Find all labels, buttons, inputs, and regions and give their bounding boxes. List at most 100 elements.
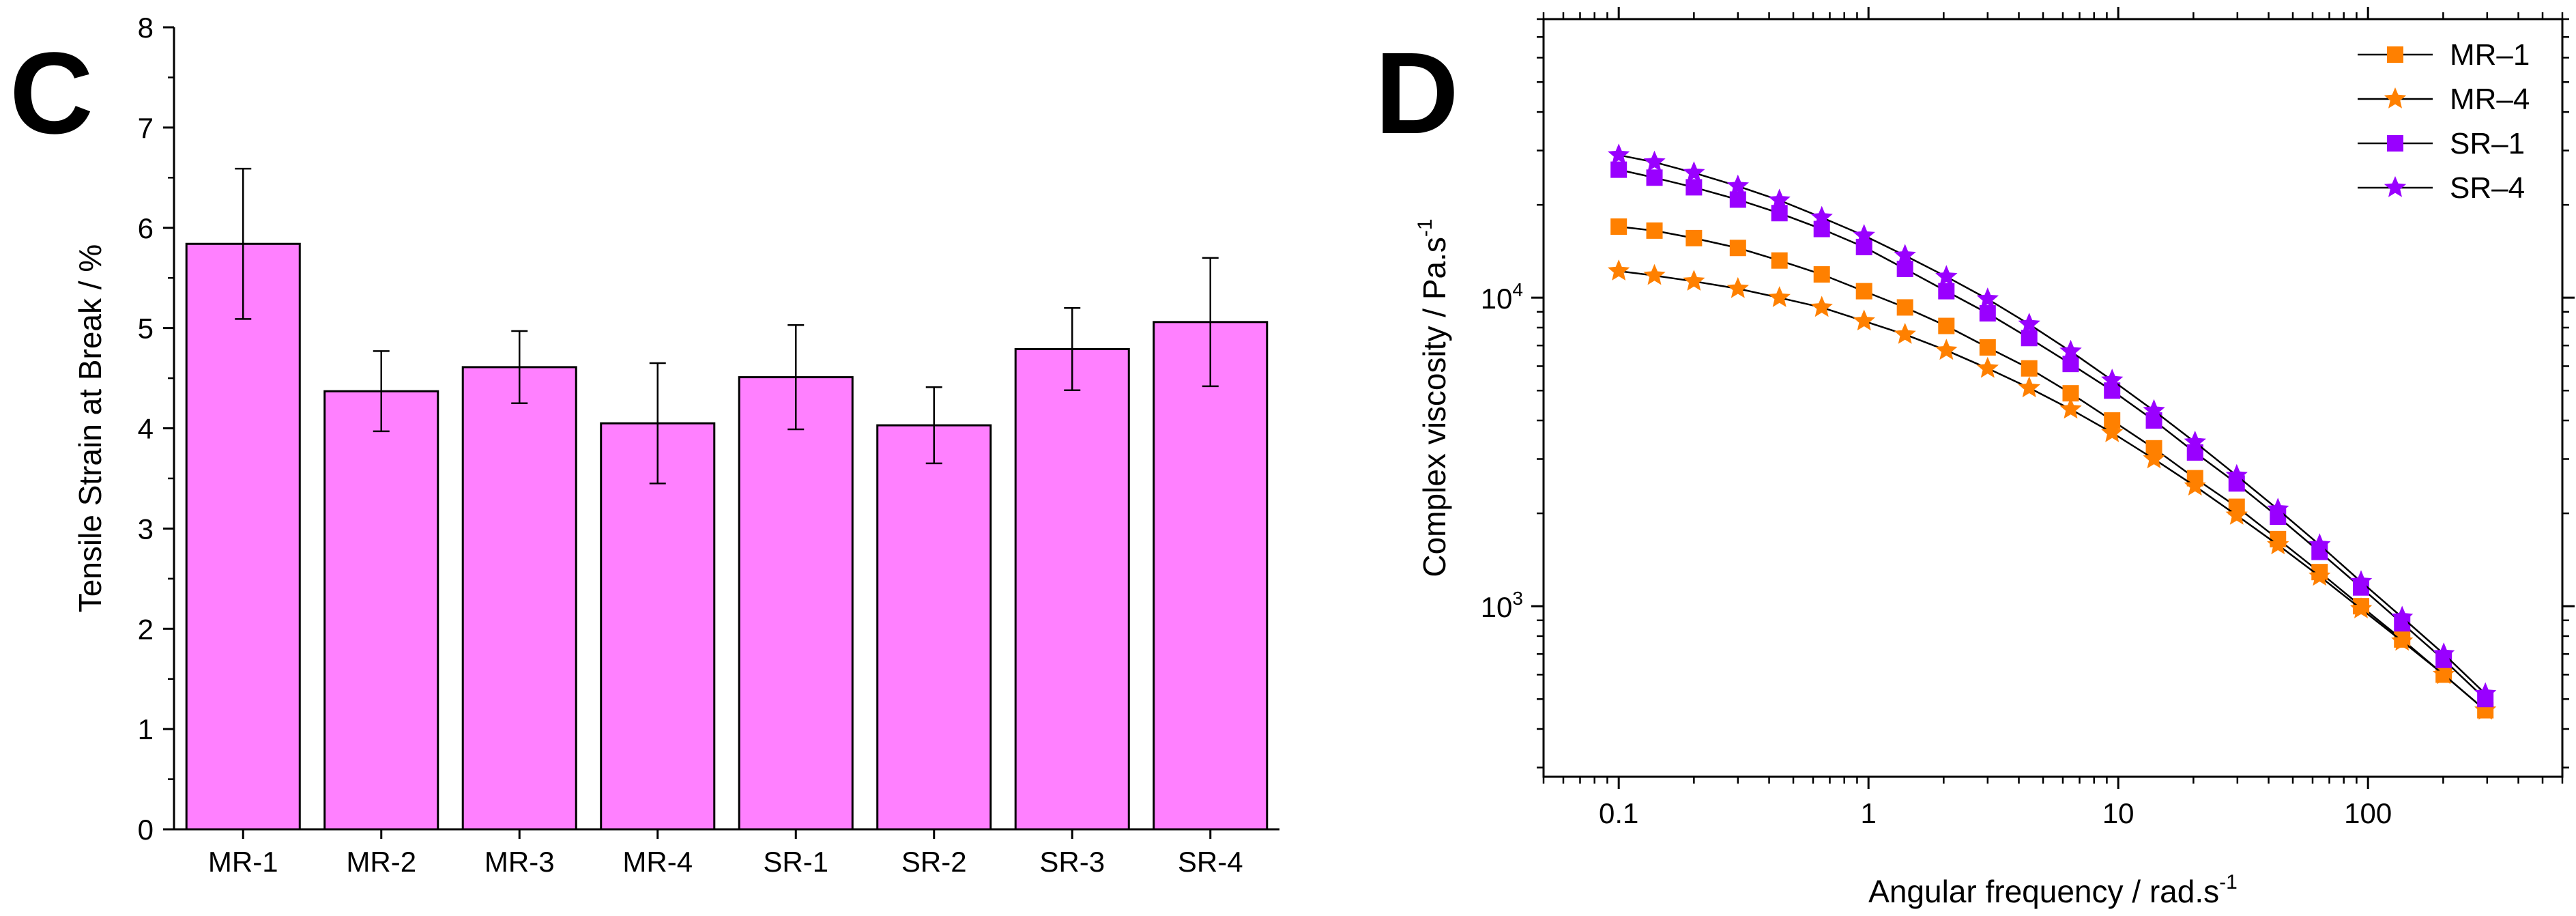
panel-label-c: C	[10, 29, 93, 158]
y-tick-label: 103	[1481, 588, 1523, 623]
bar-sr-1	[738, 376, 854, 831]
y-tick-label: 5	[138, 313, 154, 345]
data-point-star	[2101, 369, 2124, 390]
data-point-star	[1643, 263, 1666, 285]
data-point-star	[2018, 376, 2040, 398]
data-point-square	[1646, 169, 1663, 186]
x-tick-label: SR-3	[1039, 846, 1105, 878]
data-point-star	[1768, 286, 1791, 307]
y-tick-label: 4	[138, 413, 154, 445]
data-point-square	[1771, 252, 1788, 269]
data-point-star	[1608, 259, 1630, 281]
x-tick-label: SR-1	[763, 846, 828, 878]
series-line	[1619, 270, 2487, 711]
data-point-square	[1610, 161, 1627, 178]
data-point-star	[2391, 629, 2414, 651]
data-point-star	[2433, 642, 2455, 663]
data-point-square	[1896, 299, 1913, 316]
data-point-star	[2349, 597, 2373, 618]
x-tick-label: SR-4	[1178, 846, 1243, 878]
y-tick-label-base: 10	[1481, 283, 1513, 315]
data-point-star	[2184, 430, 2206, 452]
x-tick-label: MR-4	[622, 846, 693, 878]
y-tick-label: 3	[138, 513, 154, 545]
y-axis-title-superscript: -1	[1414, 218, 1436, 237]
y-tick-label: 1	[138, 713, 154, 745]
data-point-star	[2309, 564, 2331, 586]
panel-label-d: D	[1375, 29, 1459, 158]
bar-sr-3	[1014, 347, 1130, 831]
data-point-star	[2433, 663, 2455, 685]
data-point-star	[1810, 296, 1833, 317]
data-point-star	[1643, 150, 1666, 172]
data-point-star	[1683, 270, 1705, 291]
y-tick-label: 8	[138, 12, 154, 44]
data-point-star	[1894, 244, 1916, 266]
data-point-star	[2143, 447, 2165, 469]
data-point-star	[1810, 205, 1833, 227]
bar-mr-4	[600, 422, 716, 831]
x-tick-label: SR-2	[901, 846, 967, 878]
data-point-square	[1938, 283, 1955, 300]
data-point-square	[2387, 46, 2403, 63]
series-mr-4	[1608, 259, 2497, 720]
data-point-star	[2384, 87, 2407, 109]
data-point-star	[1683, 161, 1705, 182]
data-point-square	[1813, 266, 1830, 283]
x-tick-label: 1	[1861, 797, 1877, 829]
data-point-star	[2309, 533, 2331, 555]
y-axis-title: Complex viscosity / Pa.s-1	[1414, 218, 1452, 577]
data-point-square	[2021, 360, 2038, 377]
x-tick-label: MR-2	[346, 846, 416, 878]
data-point-star	[2267, 533, 2289, 555]
series-line	[1618, 154, 2487, 695]
data-point-star	[1935, 339, 1958, 360]
data-point-star	[2474, 698, 2497, 720]
x-axis-title-text: Angular frequency / rad.s	[1868, 874, 2219, 909]
data-point-square	[1610, 218, 1627, 235]
data-point-star	[2101, 421, 2124, 442]
x-axis-title-superscript: -1	[2219, 871, 2238, 893]
data-point-square	[1938, 317, 1955, 334]
data-point-star	[1976, 356, 1999, 378]
bar-sr-2	[876, 424, 992, 831]
series-line	[1619, 225, 2487, 711]
data-point-star	[2349, 570, 2373, 592]
bar-mr-3	[461, 366, 577, 831]
data-point-star	[2184, 474, 2206, 496]
plot-frame	[1542, 18, 2564, 778]
x-tick-label: 0.1	[1599, 797, 1638, 829]
data-point-square	[1646, 222, 1663, 239]
data-point-square	[1729, 240, 1746, 257]
y-tick-label: 7	[138, 112, 154, 144]
data-point-square	[1685, 229, 1703, 246]
x-tick-label: MR-3	[484, 846, 555, 878]
data-point-star	[1853, 224, 1875, 245]
data-point-star	[2384, 176, 2407, 197]
bar-chart-tensile-strain: MR-1 MR-2 MR-3 MR-4 SR-1 SR-2 SR-3 SR-4 0 1 2 3 4 5 6 7…	[72, 12, 1279, 878]
legend-label: MR–1	[2450, 38, 2530, 72]
series-sr-4	[1608, 143, 2497, 704]
x-tick-label: MR-1	[208, 846, 278, 878]
data-point-star	[2267, 498, 2289, 519]
data-point-star	[2391, 605, 2414, 627]
y-axis-title-text: Complex viscosity / Pa.s	[1417, 237, 1452, 577]
data-point-star	[2474, 682, 2497, 704]
y-tick-label-exponent: 3	[1512, 588, 1523, 609]
legend-label: MR–4	[2450, 83, 2530, 116]
y-tick-label-exponent: 4	[1512, 279, 1523, 300]
bar-mr-2	[323, 390, 439, 831]
data-point-star	[2059, 339, 2082, 361]
series-line	[1618, 169, 2487, 700]
data-point-star	[2143, 399, 2165, 420]
data-point-star	[1976, 287, 1999, 309]
data-point-star	[1935, 265, 1958, 287]
legend-label: SR–4	[2450, 171, 2525, 205]
bar-sr-4	[1153, 321, 1269, 831]
x-axis-title: Angular frequency / rad.s-1	[1868, 871, 2238, 909]
data-point-star	[1726, 174, 1749, 196]
data-point-star	[1894, 323, 1916, 344]
x-tick-label: 10	[2102, 797, 2134, 829]
legend: MR–1 MR–4 SR–1 SR–4	[2358, 38, 2530, 205]
